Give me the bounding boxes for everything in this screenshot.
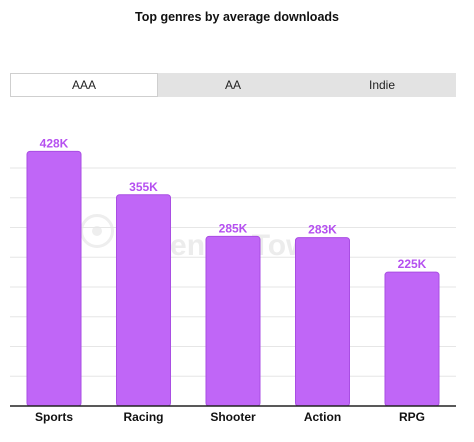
data-label: 355K: [129, 180, 158, 194]
data-label: 285K: [219, 221, 248, 235]
x-tick-label: Racing: [123, 410, 163, 424]
data-label: 225K: [398, 257, 427, 271]
bar: [205, 235, 261, 407]
x-tick-label: RPG: [399, 410, 425, 424]
x-tick-label: Shooter: [210, 410, 256, 424]
bar: [116, 194, 171, 407]
tier-tabs: AAA AA Indie: [10, 73, 456, 97]
tab-indie[interactable]: Indie: [308, 73, 456, 97]
chart-title: Top genres by average downloads: [135, 10, 339, 24]
data-label: 428K: [40, 136, 69, 150]
bar: [26, 150, 82, 407]
data-label: 283K: [308, 223, 337, 237]
bar: [295, 237, 350, 407]
tab-aaa[interactable]: AAA: [10, 73, 158, 97]
x-tick-label: Action: [304, 410, 341, 424]
x-tick-label: Sports: [35, 410, 73, 424]
tab-aa[interactable]: AA: [158, 73, 308, 97]
bar: [384, 271, 440, 407]
